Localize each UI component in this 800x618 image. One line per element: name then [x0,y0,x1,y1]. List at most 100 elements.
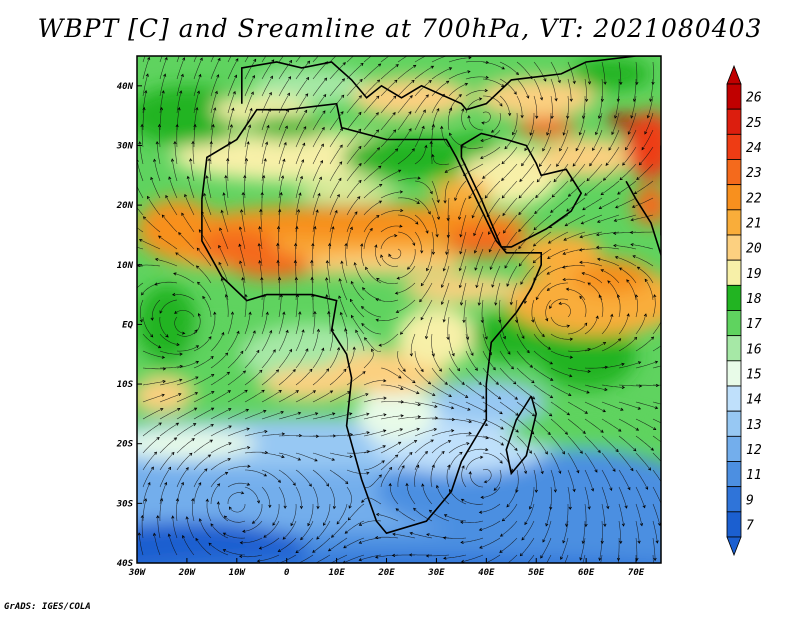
streamline-arrow [224,174,228,179]
streamline [363,414,386,420]
colorbar-swatch [726,159,742,186]
colorbar-swatch [726,461,742,488]
streamline [550,418,568,435]
streamline [295,176,303,199]
streamline-arrow [514,447,518,452]
streamline-arrow [460,145,464,149]
streamline-arrow [153,158,157,162]
streamline [176,74,184,97]
streamline-arrow [193,423,197,427]
streamline [430,141,433,164]
streamline-arrow [294,276,298,281]
streamline-arrow [602,341,607,345]
streamline-arrow [239,260,243,264]
streamline-arrow [464,82,469,86]
streamline [193,482,201,505]
wbpt-region [191,205,532,242]
streamline [563,248,586,255]
streamline-arrow [624,505,628,509]
streamline [208,542,229,556]
streamline [482,452,503,464]
streamline [564,554,569,563]
streamline [295,294,298,318]
streamline [618,384,642,387]
streamline [499,78,517,95]
streamline [465,367,482,385]
streamline-arrow [208,336,212,340]
streamline [312,61,328,80]
streamline-arrow [279,191,283,196]
colorbar-swatch [726,259,742,286]
streamline [361,323,382,335]
streamline [295,126,306,148]
streamline-arrow [460,540,464,544]
streamline [556,146,569,167]
streamline [244,125,251,148]
streamline [157,515,161,539]
colorbar-swatch [726,486,742,513]
streamline [227,108,234,131]
streamline [595,112,603,135]
streamline [261,330,272,352]
streamline-arrow [475,284,479,289]
streamline [489,231,501,252]
streamline [475,248,484,271]
map-title: WBPT [C] and Sreamline at 700hPa, VT: 20… [37,14,763,43]
streamline-arrow [430,439,434,443]
streamline [653,384,661,386]
wbpt-region [170,554,653,563]
streamline-arrow [277,549,281,552]
streamline-arrow [484,422,489,426]
streamline-arrow [644,131,648,135]
streamline [261,369,279,386]
streamline-arrow [625,147,628,151]
streamline-arrow [518,195,522,199]
streamline-arrow [558,470,562,474]
streamline [431,367,448,385]
streamline [395,282,416,294]
streamline [584,366,608,369]
streamline [485,180,501,199]
streamline [533,384,553,398]
streamline-arrow [139,319,143,323]
streamline [502,503,518,522]
streamline [481,299,484,323]
streamline-arrow [137,532,141,536]
streamline [419,282,433,302]
streamline [278,175,284,199]
streamline-arrow [283,505,287,509]
streamline [635,361,658,369]
streamline-arrow [458,94,462,98]
streamline-arrow [480,156,484,159]
streamline-arrow [266,124,270,129]
streamline [533,95,538,119]
streamline [584,469,594,491]
streamline-arrow [621,523,625,527]
streamline-arrow [152,532,157,537]
colorbar-label: 13 [746,418,762,433]
streamline [414,401,437,408]
streamline-arrow [298,192,302,196]
streamline [567,435,583,454]
streamline-arrow [376,215,380,219]
streamline [584,342,606,352]
streamline-arrow [567,193,572,197]
streamline [278,60,292,80]
streamline [542,129,552,151]
streamline [516,95,523,118]
streamline [227,465,250,471]
streamline-arrow [600,540,604,545]
streamline-arrow [182,57,186,61]
streamline [261,277,263,301]
streamline [176,56,180,63]
streamline-arrow [518,211,522,216]
streamline-arrow [171,515,175,519]
streamline [380,191,403,199]
streamline [154,281,178,285]
streamline [346,469,369,474]
wbpt-region [137,521,307,563]
streamline [218,262,229,284]
streamline [562,520,569,543]
streamline [549,214,569,228]
streamline-arrow [653,294,657,298]
